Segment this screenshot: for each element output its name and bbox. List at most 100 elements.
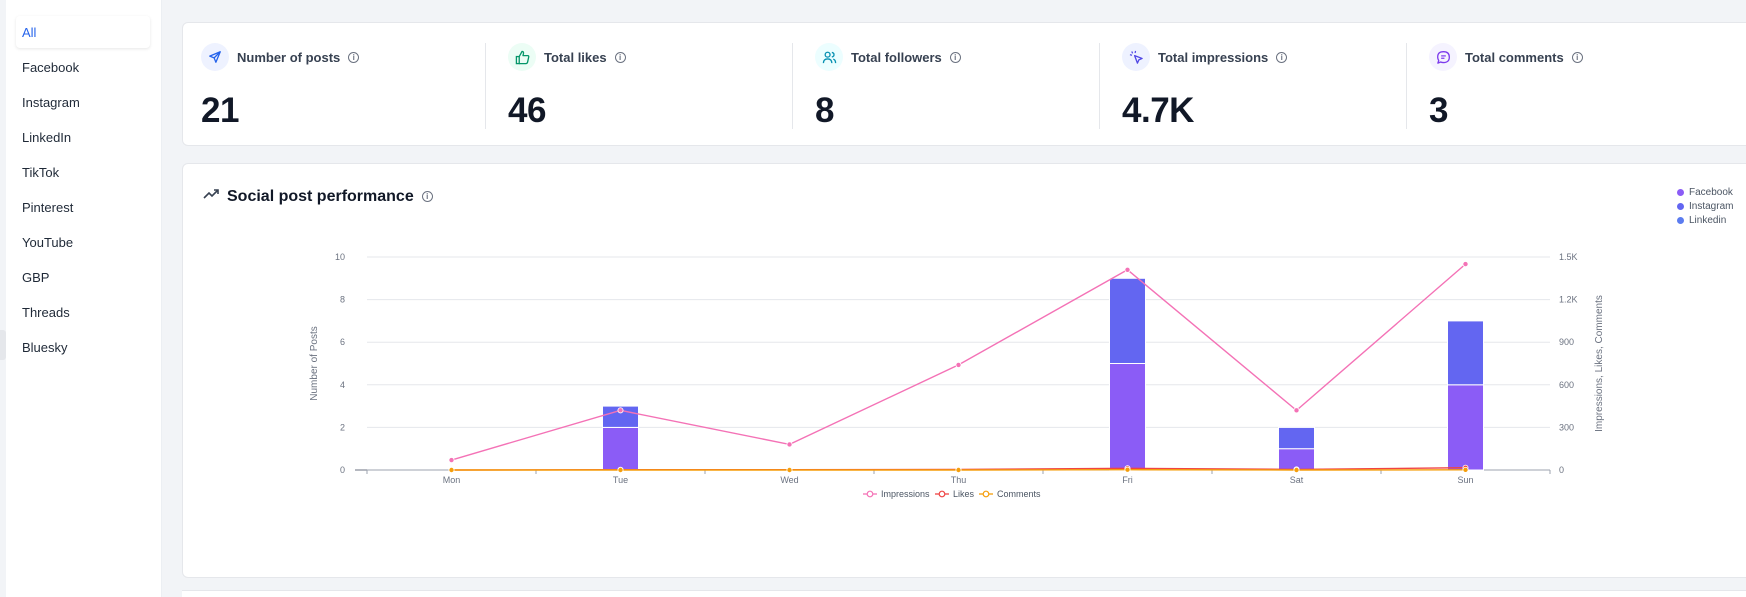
stat-value: 4.7K	[1122, 91, 1194, 130]
stat-label: Number of posts	[237, 49, 341, 65]
sidebar-item-threads[interactable]: Threads	[22, 304, 70, 320]
stat-header: Total impressions i	[1122, 43, 1288, 71]
point-comments	[448, 466, 455, 473]
y-tick-label: 10	[335, 252, 345, 262]
next-card-edge	[182, 590, 1746, 597]
info-icon[interactable]: i	[1276, 51, 1288, 63]
message-icon	[1429, 43, 1457, 71]
chart-legend-top: Facebook Instagram Linkedin	[1677, 185, 1733, 227]
point-comments	[617, 466, 624, 473]
x-tick-label: Wed	[780, 475, 798, 485]
y-tick-label: 8	[340, 295, 345, 305]
legend-dot	[1677, 216, 1684, 224]
legend-dot	[1677, 188, 1684, 196]
point-impressions	[786, 441, 793, 448]
sidebar-item-youtube[interactable]: YouTube	[22, 234, 74, 250]
y-tick-label: 6	[340, 337, 345, 347]
point-comments	[1124, 466, 1131, 473]
bar-instagram	[602, 405, 639, 428]
bar-facebook	[1109, 363, 1146, 471]
legend-label: Instagram	[1689, 200, 1734, 212]
point-comments	[786, 466, 793, 473]
stat-value: 8	[815, 91, 834, 130]
point-impressions	[955, 361, 962, 368]
x-tick-label: Thu	[951, 475, 967, 485]
point-impressions	[1124, 266, 1131, 273]
stat-value: 21	[201, 91, 239, 130]
users-icon	[815, 43, 843, 71]
sidebar-item-pinterest[interactable]: Pinterest	[22, 199, 74, 215]
legend-item-linkedin[interactable]: Linkedin	[1677, 213, 1733, 227]
y2-tick-label: 900	[1559, 337, 1574, 347]
y2-tick-label: 0	[1559, 465, 1564, 475]
legend-marker-comments	[982, 490, 990, 498]
x-tick-label: Sun	[1457, 475, 1473, 485]
stat-label: Total comments	[1465, 49, 1564, 65]
info-icon[interactable]: i	[614, 51, 626, 63]
sidebar-collapse-handle[interactable]	[0, 330, 6, 360]
stat-header: Total comments i	[1429, 43, 1583, 71]
legend-label-comments: Comments	[997, 489, 1041, 499]
y-tick-label: 2	[340, 422, 345, 432]
stat-value: 3	[1429, 91, 1448, 130]
stat-label: Total followers	[851, 49, 942, 65]
y2-tick-label: 1.5K	[1559, 252, 1578, 262]
stat-label: Total likes	[544, 49, 607, 65]
stat-header: Total likes i	[508, 43, 626, 71]
stat-divider	[792, 43, 793, 129]
stat-label: Total impressions	[1158, 49, 1269, 65]
stat-divider	[485, 43, 486, 129]
sidebar-item-gbp[interactable]: GBP	[22, 269, 50, 285]
point-comments	[1462, 466, 1469, 473]
x-tick-label: Sat	[1290, 475, 1304, 485]
bar-facebook	[602, 426, 639, 471]
legend-label-likes: Likes	[953, 489, 975, 499]
chart-card: Social post performance i Facebook Instag…	[182, 163, 1746, 578]
y-tick-label: 4	[340, 380, 345, 390]
info-icon[interactable]: i	[1571, 51, 1583, 63]
performance-chart: 0 2 4 6 8 10 0 300 600 900 1.2K 1.5K Mon Tue Wed Thu Fri…	[309, 252, 1605, 499]
legend-marker-impressions	[866, 490, 874, 498]
stats-card: Number of posts i 21 Total likes i 46 To…	[182, 22, 1746, 146]
legend-item-facebook[interactable]: Facebook	[1677, 185, 1733, 199]
sidebar-item-bluesky[interactable]: Bluesky	[22, 339, 68, 355]
info-icon[interactable]: i	[421, 191, 433, 202]
stat-header: Total followers i	[815, 43, 961, 71]
sidebar-item-linkedin[interactable]: LinkedIn	[22, 129, 72, 145]
trending-up-icon	[203, 186, 219, 207]
info-icon[interactable]: i	[348, 51, 360, 63]
point-impressions	[448, 457, 455, 464]
cursor-click-icon	[1122, 43, 1150, 71]
legend-label-impressions: Impressions	[881, 489, 930, 499]
thumbs-up-icon	[508, 43, 536, 71]
send-icon	[201, 43, 229, 71]
bar-instagram	[1447, 320, 1484, 386]
bar-facebook	[1447, 384, 1484, 471]
bar-instagram	[1109, 277, 1146, 364]
y-axis-title: Number of Posts	[309, 326, 320, 400]
sidebar-item-facebook[interactable]: Facebook	[22, 59, 80, 75]
point-comments	[1293, 466, 1300, 473]
y2-tick-label: 600	[1559, 380, 1574, 390]
sidebar-item-tiktok[interactable]: TikTok	[22, 164, 60, 180]
y2-axis-title: Impressions, Likes, Comments	[1594, 295, 1605, 432]
point-impressions	[617, 407, 624, 414]
stat-divider	[1099, 43, 1100, 129]
stat-value: 46	[508, 91, 546, 130]
y-tick-label: 0	[340, 465, 345, 475]
chart-title: Social post performance	[227, 187, 414, 205]
legend-label: Facebook	[1689, 186, 1733, 198]
sidebar-gap	[0, 0, 6, 597]
legend-marker-likes	[938, 490, 946, 498]
legend-dot	[1677, 202, 1684, 210]
point-impressions	[1293, 407, 1300, 414]
sidebar-item-all[interactable]: All	[16, 16, 150, 48]
legend-item-instagram[interactable]: Instagram	[1677, 199, 1733, 213]
sidebar: All Facebook Instagram LinkedIn TikTok Pinter…	[6, 0, 162, 597]
x-tick-label: Mon	[443, 475, 461, 485]
point-comments	[955, 466, 962, 473]
sidebar-item-instagram[interactable]: Instagram	[22, 94, 80, 110]
x-tick-label: Fri	[1122, 475, 1133, 485]
info-icon[interactable]: i	[949, 51, 961, 63]
x-tick-label: Tue	[613, 475, 628, 485]
